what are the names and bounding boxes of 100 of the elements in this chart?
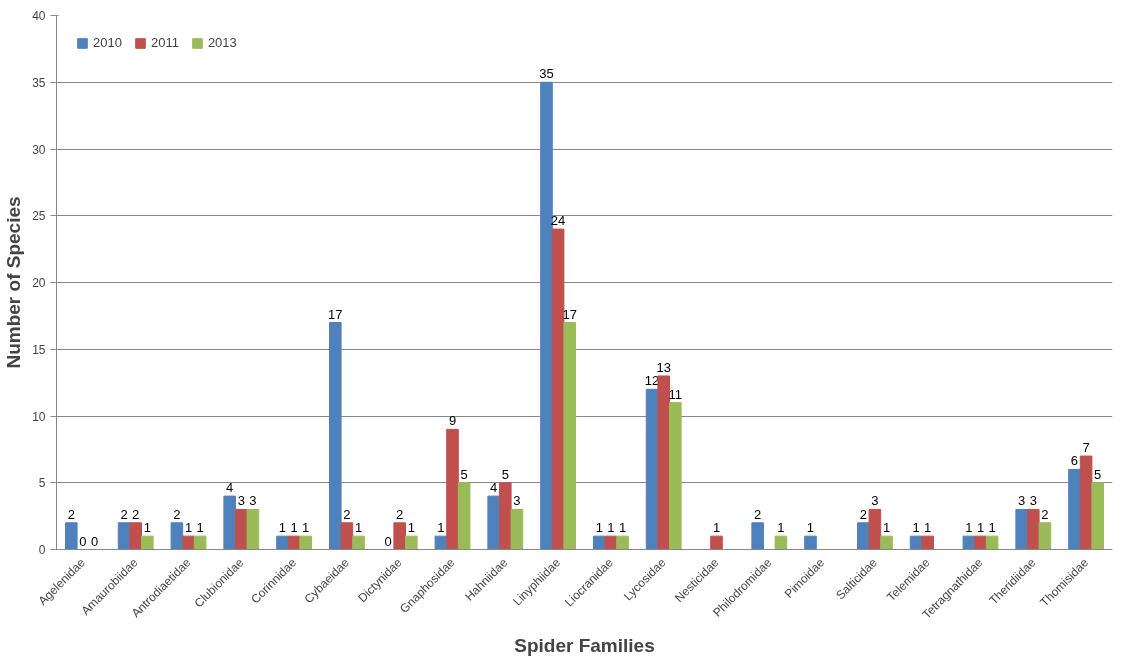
data-label: 1 <box>806 520 815 536</box>
data-label: 1 <box>143 520 151 536</box>
data-label: 1 <box>437 520 445 536</box>
y-tick-label: 20 <box>32 276 46 290</box>
data-label: 1 <box>278 520 287 536</box>
data-label: 4 <box>490 480 498 496</box>
data-label: 1 <box>882 520 891 536</box>
data-label: 0 <box>79 533 87 549</box>
data-label: 1 <box>912 520 920 536</box>
data-label: 2 <box>120 506 128 522</box>
data-label: 2 <box>859 506 867 522</box>
bar <box>405 535 418 550</box>
data-label: 3 <box>513 493 521 509</box>
data-label: 5 <box>460 466 468 482</box>
data-label: 17 <box>328 306 343 322</box>
bar <box>1091 482 1105 550</box>
bar <box>276 535 289 550</box>
bar <box>604 535 618 550</box>
data-label: 1 <box>607 520 615 536</box>
y-tick-label: 40 <box>32 9 46 23</box>
x-axis-title: Spider Families <box>514 634 655 656</box>
data-label: 1 <box>595 520 603 536</box>
bar <box>710 535 723 550</box>
bar <box>498 482 512 550</box>
bar <box>921 535 935 550</box>
y-tick-label: 0 <box>38 543 46 557</box>
data-label: 2 <box>396 506 404 522</box>
data-label: 0 <box>90 533 99 549</box>
data-label: 3 <box>1018 493 1026 509</box>
bar <box>246 508 260 550</box>
y-tick-label: 15 <box>32 342 46 357</box>
bar <box>223 495 236 550</box>
legend-label: 2013 <box>207 35 237 50</box>
data-label: 1 <box>196 520 204 536</box>
data-label: 35 <box>539 66 554 82</box>
data-label: 1 <box>302 520 310 536</box>
bar <box>985 535 999 550</box>
bar <box>446 428 459 550</box>
bar <box>510 508 524 550</box>
bar <box>434 535 448 550</box>
data-label: 1 <box>965 520 973 536</box>
bar <box>657 375 671 550</box>
data-label: 1 <box>924 520 932 536</box>
data-label: 6 <box>1070 453 1079 469</box>
y-tick-label: 10 <box>32 409 46 424</box>
data-label: 5 <box>1094 466 1102 482</box>
data-label: 12 <box>644 373 660 389</box>
data-label: 1 <box>777 520 785 536</box>
data-label: 2 <box>343 506 351 522</box>
bar <box>193 535 207 550</box>
data-label: 1 <box>988 520 996 536</box>
bar <box>141 535 154 550</box>
data-label: 3 <box>249 493 257 509</box>
data-label: 5 <box>501 466 509 482</box>
bar <box>563 322 577 550</box>
bar <box>751 522 764 550</box>
data-label: 3 <box>871 493 879 509</box>
bar <box>551 228 565 550</box>
data-label: 9 <box>448 413 457 429</box>
bar <box>352 535 365 550</box>
data-label: 1 <box>407 520 415 536</box>
bar <box>974 535 987 550</box>
bar <box>1079 455 1093 550</box>
y-tick-label: 5 <box>38 476 46 491</box>
bar <box>616 535 629 550</box>
bar <box>170 522 184 550</box>
data-label: 3 <box>237 493 245 509</box>
bar <box>64 522 78 550</box>
bar <box>774 535 788 550</box>
bar <box>962 535 976 550</box>
bar <box>540 81 553 550</box>
data-label: 3 <box>1029 493 1037 509</box>
y-tick-label: 30 <box>32 142 46 157</box>
data-label: 1 <box>290 520 298 536</box>
data-label: 0 <box>384 533 392 549</box>
data-label: 1 <box>354 520 363 536</box>
y-axis-title: Number of Species <box>3 196 25 369</box>
y-tick-label: 35 <box>32 75 46 90</box>
data-label: 2 <box>1041 506 1049 522</box>
data-label: 1 <box>618 520 627 536</box>
bar <box>1068 468 1081 550</box>
data-label: 4 <box>226 480 234 496</box>
data-label: 1 <box>184 520 193 536</box>
bar <box>182 535 195 550</box>
data-label: 1 <box>712 520 721 536</box>
bar <box>804 535 817 550</box>
bar <box>487 495 500 550</box>
y-tick-label: 25 <box>32 209 46 224</box>
bar <box>1015 508 1028 550</box>
bar <box>457 482 471 550</box>
data-label: 2 <box>754 506 762 522</box>
bar <box>393 522 407 550</box>
data-label: 2 <box>173 506 181 522</box>
data-label: 2 <box>67 506 75 522</box>
bar <box>328 322 342 550</box>
bar <box>299 535 313 550</box>
bar <box>880 535 893 550</box>
data-label: 2 <box>132 506 140 522</box>
bar <box>340 522 354 550</box>
data-label: 7 <box>1082 440 1090 456</box>
